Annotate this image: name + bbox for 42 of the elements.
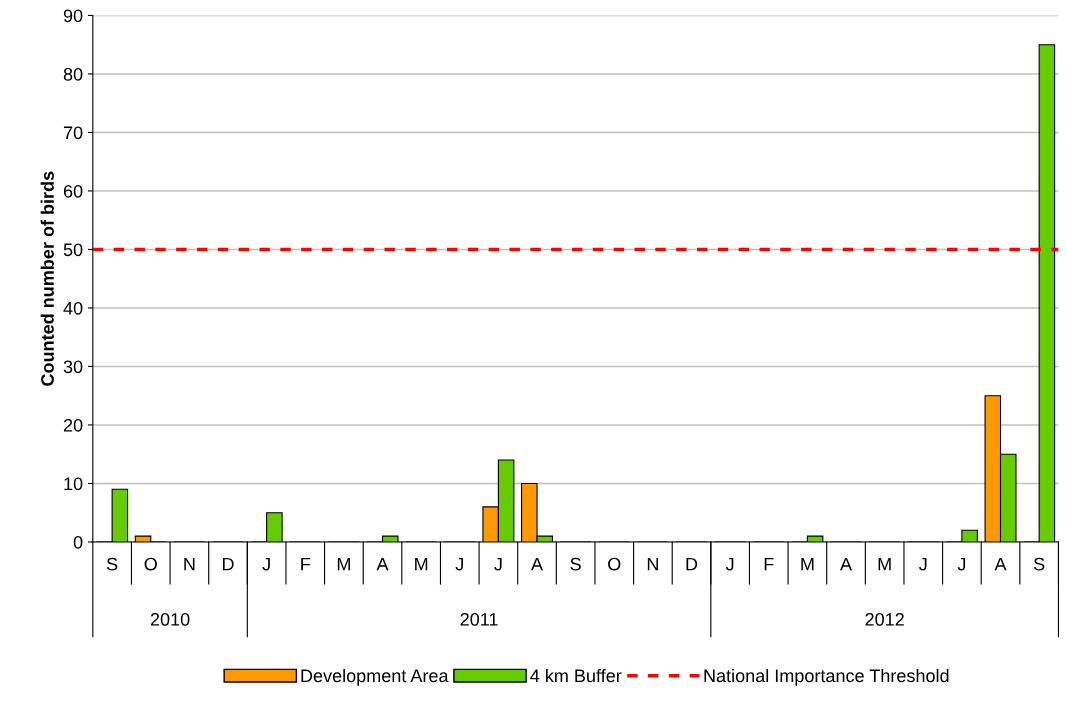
- x-tick-label: J: [919, 557, 927, 571]
- x-tick-label: A: [994, 557, 1007, 571]
- x-tick-label: M: [337, 557, 350, 571]
- x-tick-label: A: [840, 557, 853, 571]
- legend-label: National Importance Threshold: [704, 668, 949, 686]
- y-tick-label: 80: [63, 67, 83, 81]
- x-tick-label: S: [570, 557, 581, 571]
- x-tick-label: M: [878, 557, 891, 571]
- y-tick-label: 10: [64, 477, 83, 491]
- y-tick-label: 0: [73, 535, 83, 549]
- x-tick-label: M: [801, 557, 814, 571]
- x-tick-label: A: [531, 557, 544, 571]
- x-tick-label: J: [455, 557, 463, 571]
- x-tick-label: J: [957, 557, 966, 571]
- x-tick-label: M: [415, 557, 428, 571]
- x-tick-label: J: [494, 557, 502, 571]
- y-tick-label: 60: [63, 184, 83, 198]
- x-tick-label: F: [764, 557, 774, 571]
- text: 2012: [865, 612, 904, 626]
- x-tick-label: D: [686, 557, 698, 571]
- x-tick-label: J: [262, 557, 270, 571]
- y-tick-label: 50: [63, 243, 83, 257]
- y-tick-label: 20: [63, 418, 83, 432]
- x-tick-label: S: [1033, 557, 1045, 571]
- x-tick-label: S: [106, 557, 118, 571]
- x-tick-label: N: [184, 557, 195, 571]
- legend-label: Development Area: [301, 668, 449, 686]
- text: 2011: [460, 612, 498, 626]
- x-tick-label: F: [301, 557, 311, 571]
- y-axis-title: Counted number of birds: [40, 171, 54, 386]
- y-tick-label: 90: [63, 9, 83, 23]
- x-tick-label: D: [222, 557, 234, 571]
- x-tick-label: O: [608, 557, 621, 571]
- x-tick-label: O: [144, 557, 157, 571]
- x-tick-label: N: [647, 557, 658, 571]
- y-tick-label: 30: [63, 360, 83, 374]
- x-tick-label: J: [725, 557, 734, 571]
- x-tick-label: A: [376, 557, 389, 571]
- y-tick-label: 40: [63, 301, 83, 315]
- text: 2010: [150, 612, 190, 626]
- legend-label: 4 km Buffer: [530, 668, 622, 683]
- y-tick-label: 70: [63, 126, 83, 140]
